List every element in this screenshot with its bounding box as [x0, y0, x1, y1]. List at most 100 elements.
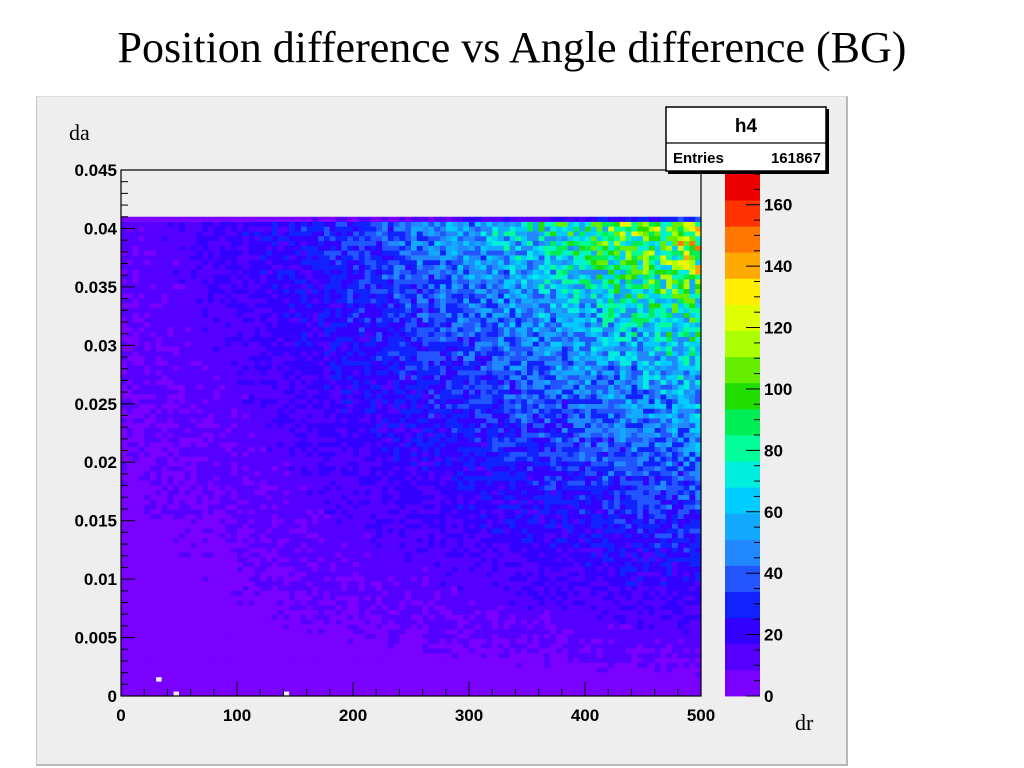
heatmap-cell — [155, 509, 162, 515]
heatmap-cell — [306, 533, 313, 539]
heatmap-cell — [219, 533, 226, 539]
heatmap-cell — [619, 585, 626, 591]
heatmap-cell — [608, 576, 615, 582]
heatmap-cell — [445, 686, 452, 692]
heatmap-cell — [590, 518, 597, 524]
heatmap-cell — [625, 547, 632, 553]
heatmap-cell — [428, 638, 435, 644]
heatmap-cell — [358, 542, 365, 548]
heatmap-cell — [312, 667, 319, 673]
heatmap-cell — [254, 604, 261, 611]
heatmap-cell — [196, 580, 203, 587]
heatmap-cell — [492, 604, 499, 611]
heatmap-cell — [631, 552, 638, 558]
heatmap-cell — [509, 624, 516, 630]
heatmap-cell — [312, 523, 319, 529]
heatmap-cell — [654, 566, 661, 572]
heatmap-cell — [231, 561, 238, 567]
heatmap-cell — [527, 691, 534, 697]
heatmap-cell — [434, 571, 441, 577]
heatmap-cell — [144, 652, 151, 659]
heatmap-cell — [364, 499, 371, 505]
heatmap-cell — [173, 676, 180, 682]
heatmap-cell — [213, 499, 220, 505]
heatmap-cell — [277, 628, 284, 635]
heatmap-cell — [167, 518, 174, 524]
heatmap-cell — [660, 580, 667, 587]
heatmap-cell — [184, 470, 191, 476]
heatmap-cell — [144, 509, 151, 515]
heatmap-cell — [173, 528, 180, 534]
heatmap-cell — [213, 461, 220, 467]
heatmap-cell — [521, 609, 528, 615]
heatmap-cell — [318, 571, 325, 577]
heatmap-cell — [387, 509, 394, 515]
heatmap-cell — [579, 528, 586, 534]
heatmap-cell — [440, 557, 447, 563]
heatmap-cell — [643, 533, 650, 539]
heatmap-cell — [451, 537, 458, 543]
heatmap-cell — [579, 557, 586, 563]
heatmap-cell — [596, 566, 603, 572]
heatmap-cell — [654, 547, 661, 553]
heatmap-cell — [266, 513, 273, 520]
heatmap-cell — [150, 552, 157, 558]
heatmap-cell — [376, 509, 383, 515]
heatmap-cell — [527, 509, 534, 515]
heatmap-cell — [393, 509, 400, 515]
heatmap-cell — [248, 456, 255, 462]
heatmap-cell — [660, 557, 667, 563]
heatmap-cell — [254, 638, 261, 644]
heatmap-cell — [567, 652, 574, 659]
heatmap-cell — [300, 614, 307, 620]
heatmap-cell — [411, 652, 418, 659]
heatmap-cell — [155, 523, 162, 529]
heatmap-cell — [631, 470, 638, 476]
heatmap-cell — [498, 662, 505, 668]
heatmap-cell — [126, 499, 133, 505]
heatmap-cell — [271, 667, 278, 673]
heatmap-cell — [225, 676, 232, 682]
heatmap-cell — [527, 518, 534, 524]
heatmap-cell — [353, 624, 360, 630]
heatmap-cell — [521, 580, 528, 587]
heatmap-cell — [503, 537, 510, 543]
heatmap-cell — [515, 681, 522, 687]
heatmap-cell — [324, 561, 331, 567]
heatmap-cell — [231, 523, 238, 529]
heatmap-cell — [364, 633, 371, 639]
heatmap-cell — [184, 628, 191, 635]
heatmap-cell — [277, 475, 284, 481]
heatmap-cell — [677, 480, 684, 486]
heatmap-cell — [237, 652, 244, 659]
heatmap-cell — [672, 547, 679, 553]
heatmap-cell — [179, 681, 186, 687]
heatmap-cell — [289, 619, 296, 625]
heatmap-cell — [150, 504, 157, 510]
heatmap-cell — [677, 590, 684, 596]
heatmap-cell — [335, 528, 342, 534]
heatmap-cell — [619, 672, 626, 678]
heatmap-cell — [660, 480, 667, 486]
heatmap-cell — [341, 547, 348, 553]
heatmap-cell — [660, 604, 667, 611]
heatmap-cell — [596, 624, 603, 630]
heatmap-cell — [225, 475, 232, 481]
heatmap-cell — [155, 489, 162, 496]
heatmap-cell — [219, 528, 226, 534]
heatmap-cell — [619, 547, 626, 553]
heatmap-cell — [225, 576, 232, 582]
heatmap-cell — [503, 667, 510, 673]
heatmap-cell — [382, 557, 389, 563]
heatmap-cell — [161, 638, 168, 644]
heatmap-cell — [573, 652, 580, 659]
heatmap-cell — [521, 686, 528, 692]
heatmap-cell — [329, 485, 336, 491]
heatmap-cell — [335, 494, 342, 500]
heatmap-cell — [695, 604, 702, 611]
heatmap-cell — [213, 533, 220, 539]
heatmap-cell — [654, 485, 661, 491]
heatmap-cell — [469, 566, 476, 572]
heatmap-cell — [451, 657, 458, 663]
heatmap-cell — [295, 609, 302, 615]
